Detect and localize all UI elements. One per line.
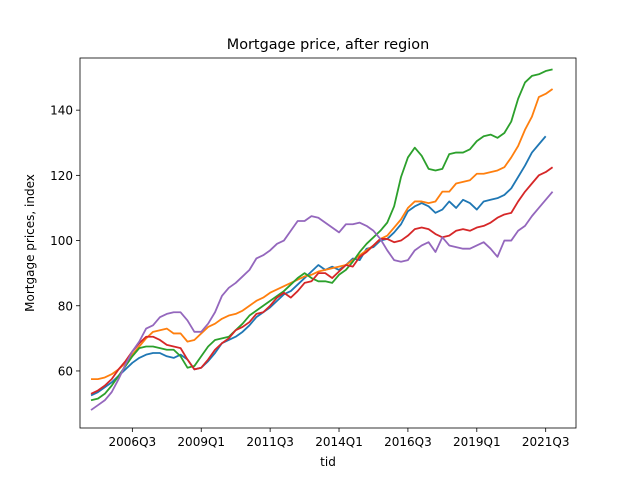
x-axis-label: tid <box>320 455 336 469</box>
y-axis-label: Mortgage prices, index <box>23 174 37 312</box>
x-tick-label: 2014Q1 <box>315 435 363 449</box>
series-line-3 <box>90 68 553 402</box>
chart-title: Mortgage price, after region <box>227 37 429 53</box>
ticks-layer: 2006Q3 2009Q1 2011Q3 2014Q1 2016Q3 2019Q1 2021… <box>50 104 569 449</box>
y-tick-label: 60 <box>58 364 73 378</box>
series-line-5 <box>90 191 554 411</box>
x-tick-label: 2021Q3 <box>522 435 570 449</box>
x-tick-label: 2011Q3 <box>246 435 294 449</box>
y-tick-label: 100 <box>50 234 73 248</box>
x-tick-label: 2019Q1 <box>453 435 501 449</box>
x-tick-label: 2006Q3 <box>109 435 157 449</box>
axes-frame <box>79 57 577 429</box>
y-tick-label: 140 <box>50 104 73 118</box>
series-layer <box>90 68 554 411</box>
y-tick-label: 80 <box>58 299 73 313</box>
series-line-4 <box>90 166 554 395</box>
series-line-2 <box>91 88 554 380</box>
series-line-1 <box>90 135 547 397</box>
y-tick-label: 120 <box>50 169 73 183</box>
x-tick-label: 2016Q3 <box>384 435 432 449</box>
x-tick-label: 2009Q1 <box>177 435 225 449</box>
